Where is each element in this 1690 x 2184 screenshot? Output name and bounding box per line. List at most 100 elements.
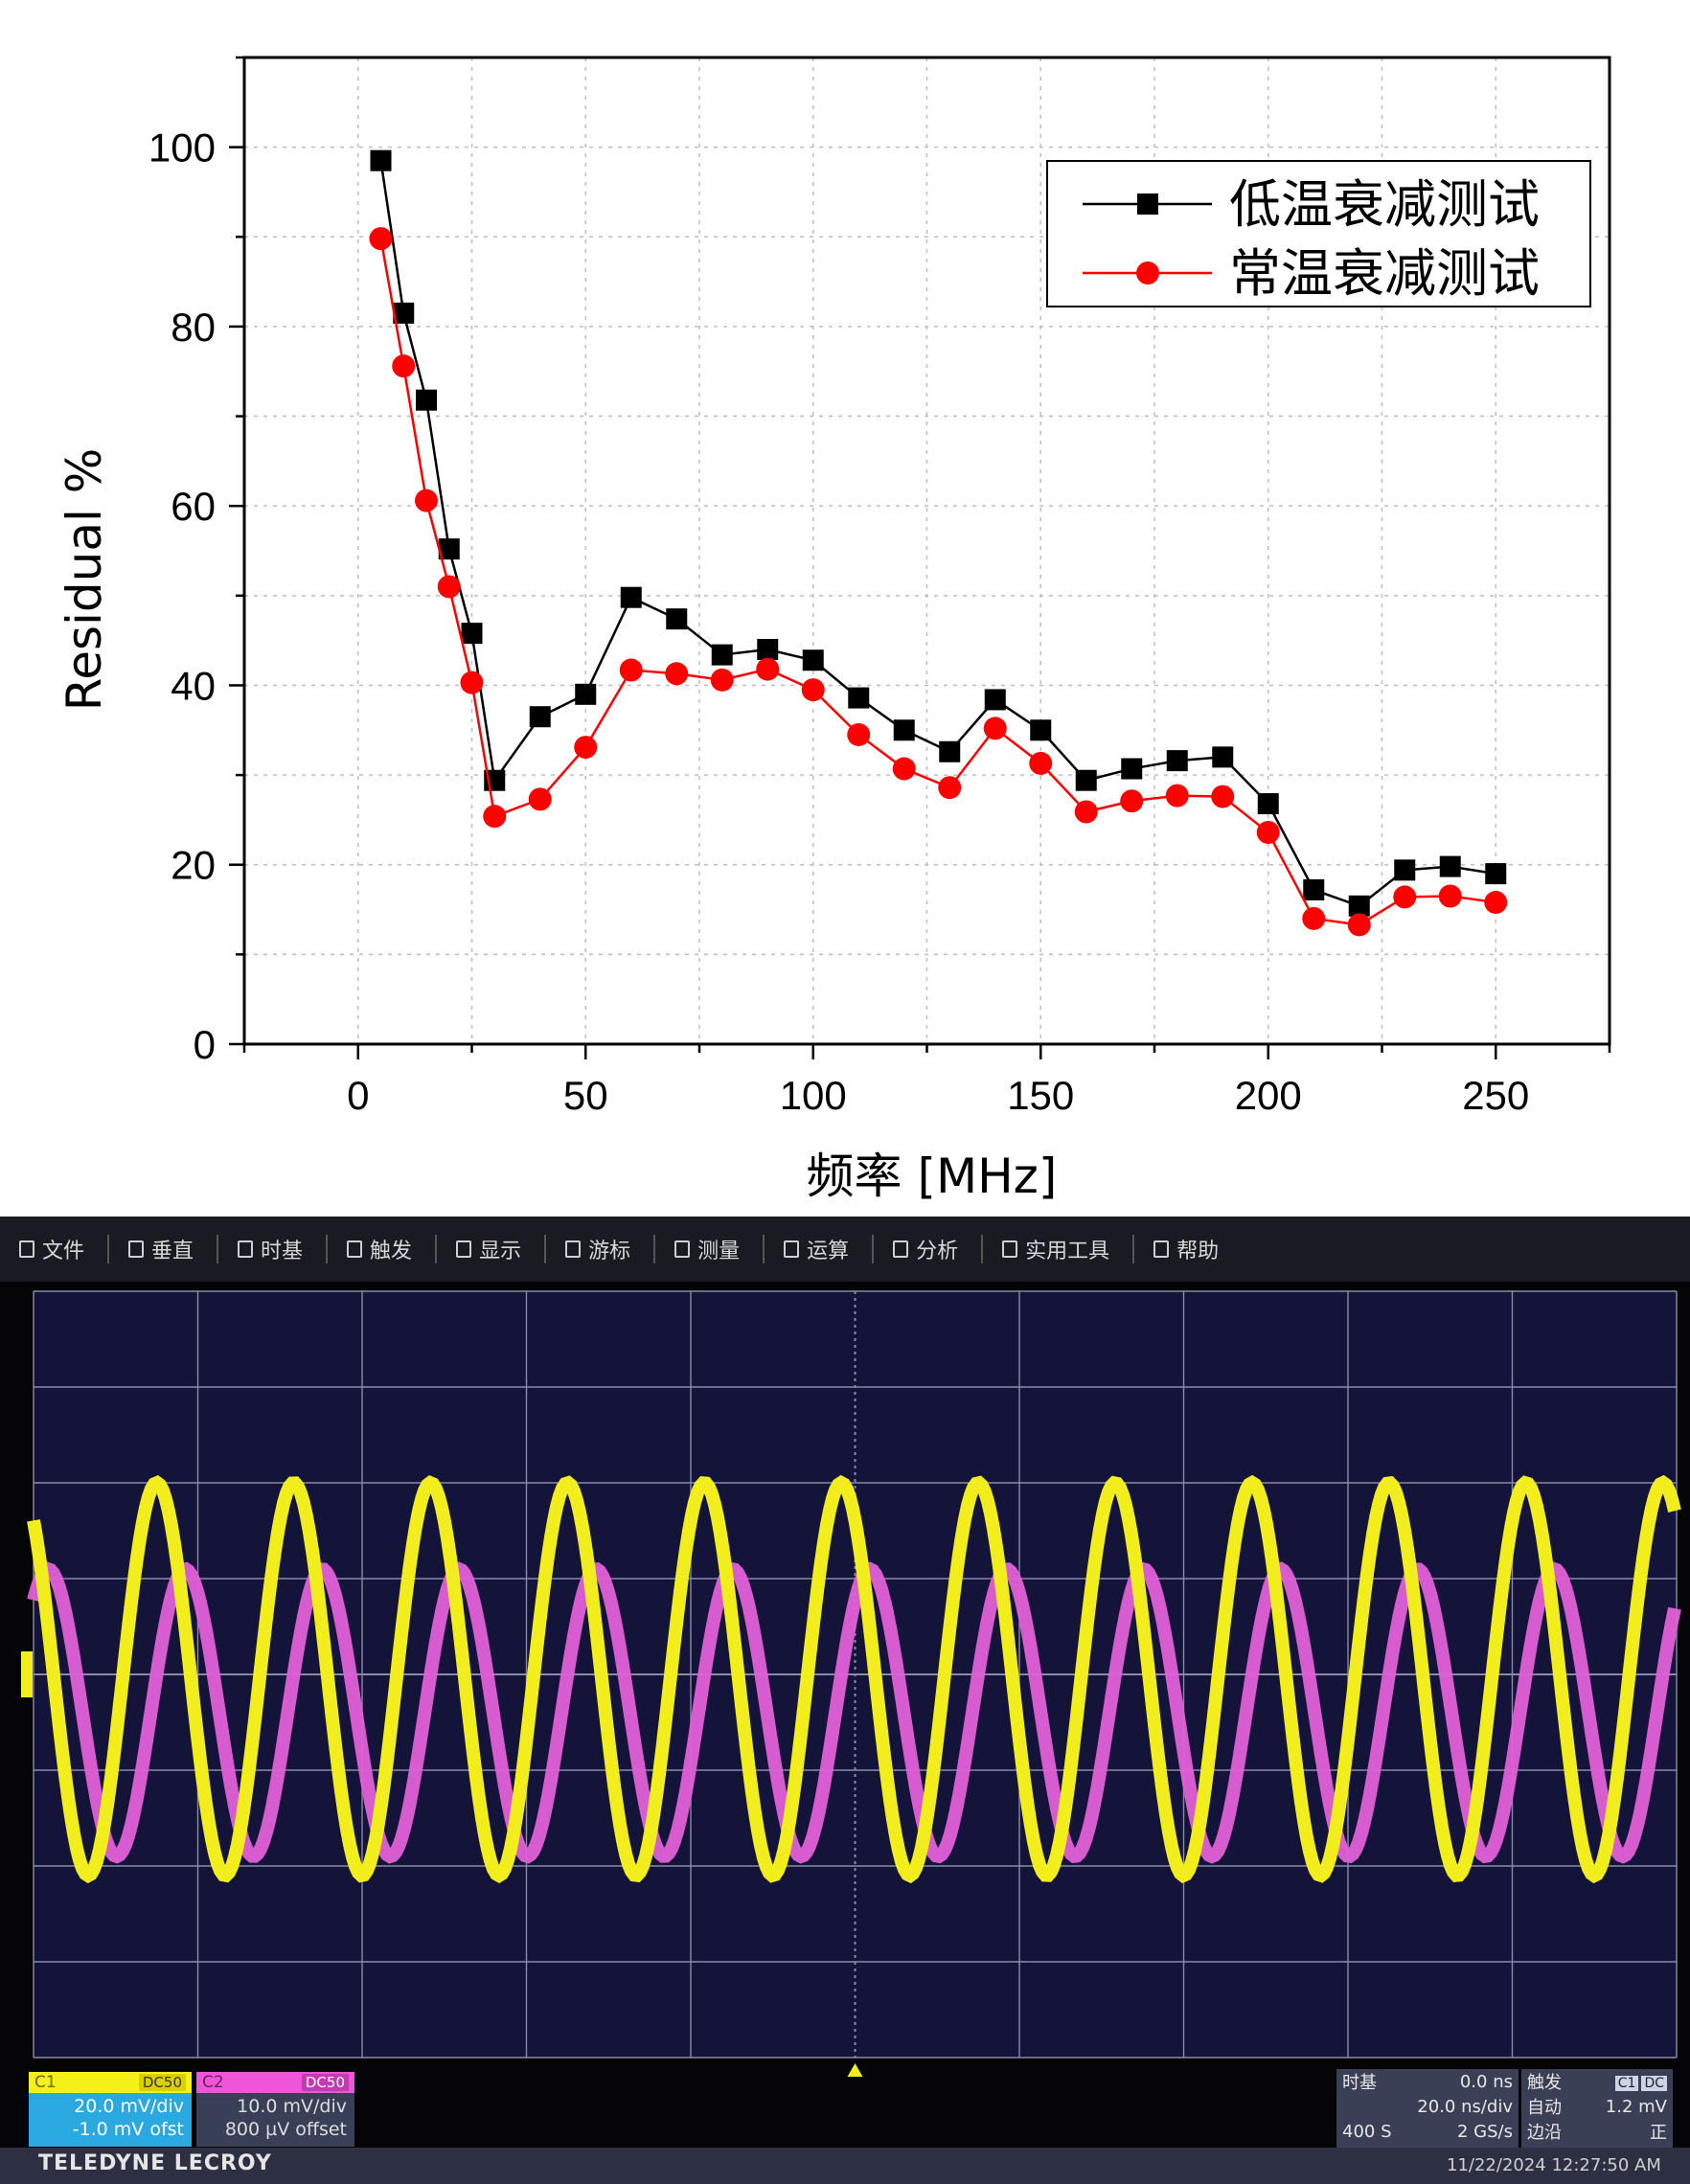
data-point-circle	[1074, 800, 1098, 824]
trigger-slope: 正	[1650, 2123, 1667, 2143]
data-point-circle	[369, 227, 393, 251]
menu-item-utilities[interactable]: 实用工具	[1002, 1234, 1109, 1264]
file-icon	[19, 1240, 34, 1258]
data-point-circle	[619, 658, 643, 682]
data-point-square	[1303, 878, 1325, 900]
legend-box	[1046, 160, 1591, 307]
data-point-square	[1212, 746, 1234, 768]
data-point-circle	[460, 671, 484, 694]
data-point-circle	[1484, 891, 1508, 915]
menu-item-file[interactable]: 文件	[19, 1234, 84, 1264]
menu-item-label: 帮助	[1176, 1240, 1220, 1263]
y-tick-label: 80	[171, 305, 216, 350]
trigger-source-tag: C1	[1614, 2075, 1639, 2091]
legend-label: 常温衰减测试	[1229, 243, 1540, 304]
data-point-square	[575, 683, 597, 705]
x-axis-title: 频率 [MHz]	[807, 1149, 1058, 1204]
data-point-circle	[528, 787, 552, 811]
menu-item-label: 运算	[807, 1240, 850, 1263]
timebase-descriptor[interactable]: 时基 0.0 ns 20.0 ns/div 400 S 2 GS/s	[1336, 2069, 1519, 2148]
data-point-square	[1394, 859, 1416, 881]
trigger-level: 1.2 mV	[1605, 2096, 1667, 2117]
analysis-icon	[893, 1240, 909, 1258]
menu-item-label: 时基	[261, 1240, 304, 1263]
data-point-square	[939, 740, 961, 762]
help-icon	[1153, 1240, 1170, 1258]
cursor-icon	[565, 1240, 582, 1258]
legend-marker-square	[1137, 193, 1158, 215]
y-tick-label: 100	[148, 125, 216, 171]
menu-separator	[326, 1235, 329, 1263]
menu-item-timebase[interactable]: 时基	[238, 1234, 303, 1264]
series-line	[379, 160, 1496, 908]
menu-item-label: 实用工具	[1025, 1240, 1110, 1263]
series-line	[379, 238, 1496, 926]
menu-item-display[interactable]: 显示	[456, 1234, 521, 1264]
data-point-circle	[1120, 789, 1144, 813]
data-point-square	[848, 687, 870, 709]
data-point-square	[1166, 750, 1188, 772]
menu-item-trigger[interactable]: 触发	[347, 1234, 412, 1264]
x-tick-label: 0	[347, 1073, 369, 1118]
data-point-square	[1075, 769, 1097, 791]
menu-item-label: 测量	[697, 1240, 741, 1263]
menu-item-label: 垂直	[151, 1240, 194, 1263]
menu-item-math[interactable]: 运算	[784, 1234, 849, 1264]
trigger-title: 触发	[1527, 2073, 1562, 2093]
menu-item-vertical[interactable]: 垂直	[128, 1234, 194, 1264]
menu-item-cursor[interactable]: 游标	[565, 1234, 630, 1264]
data-point-square	[438, 538, 460, 560]
menu-separator	[653, 1235, 656, 1263]
data-point-square	[893, 719, 915, 741]
channel-1-scale: 20.0 mV/div	[74, 2096, 184, 2117]
vertical-icon	[128, 1240, 145, 1258]
data-point-circle	[892, 757, 916, 781]
data-point-square	[1348, 895, 1370, 917]
legend-marker-circle	[1136, 262, 1159, 284]
data-point-square	[1485, 863, 1507, 885]
residual-chart: 0 50 100 150 200 250 0 20 40 60 80 100 频率 [MHz] Resid…	[57, 56, 1611, 1204]
data-point-square	[757, 639, 779, 660]
trigger-coupling-tag: DC	[1641, 2075, 1667, 2091]
data-point-square	[711, 644, 733, 666]
menu-item-help[interactable]: 帮助	[1153, 1234, 1219, 1264]
data-point-circle	[938, 776, 962, 800]
timebase-delay: 0.0 ns	[1459, 2071, 1513, 2092]
channel-1-descriptor[interactable]: C1 DC50 20.0 mV/div -1.0 mV ofst	[29, 2072, 192, 2147]
channel-2-descriptor[interactable]: C2 DC50 10.0 mV/div 800 µV offset	[196, 2072, 354, 2147]
channel-2-scale: 10.0 mV/div	[237, 2096, 347, 2117]
x-tick-label: 250	[1462, 1073, 1529, 1118]
channel-2-trace	[27, 1561, 1681, 1864]
data-point-square	[984, 689, 1006, 711]
chart-svg: 0 50 100 150 200 250 0 20 40 60 80 100 频率 [MHz] Resid…	[57, 56, 1611, 1204]
x-tick-label: 50	[563, 1073, 608, 1118]
data-point-circle	[437, 575, 461, 599]
oscilloscope-screenshot: 文件 垂直 时基 触发 显示 游标 测量 运算 分析 实用工具 帮助 C1 DC50 20.0 mV…	[0, 1217, 1690, 2184]
data-point-circle	[392, 354, 416, 378]
timebase-scale: 20.0 ns/div	[1417, 2096, 1513, 2117]
channel-1-trace	[27, 1474, 1681, 1884]
display-icon	[456, 1240, 472, 1258]
data-point-circle	[574, 736, 598, 760]
trigger-icon	[347, 1240, 363, 1258]
scope-svg	[21, 1290, 1681, 2077]
data-point-square	[1030, 719, 1052, 741]
timebase-rate: 2 GS/s	[1457, 2121, 1513, 2142]
data-point-circle	[1302, 906, 1326, 930]
trigger-type: 边沿	[1527, 2123, 1562, 2143]
menu-item-analysis[interactable]: 分析	[893, 1234, 958, 1264]
data-point-circle	[1393, 885, 1417, 909]
data-point-circle	[415, 489, 438, 512]
y-tick-label: 20	[171, 843, 216, 888]
trigger-descriptor[interactable]: 触发 C1 DC 自动 1.2 mV 边沿 正	[1521, 2069, 1673, 2148]
menu-item-label: 游标	[588, 1240, 631, 1263]
menu-separator	[763, 1235, 765, 1263]
y-tick-label: 60	[171, 484, 216, 529]
timebase-icon	[238, 1240, 254, 1258]
math-icon	[784, 1240, 800, 1258]
menu-item-measure[interactable]: 测量	[674, 1234, 740, 1264]
data-point-square	[620, 586, 642, 608]
menu-separator	[1132, 1235, 1135, 1263]
x-tick-label: 200	[1235, 1073, 1302, 1118]
menu-item-label: 显示	[479, 1240, 522, 1263]
